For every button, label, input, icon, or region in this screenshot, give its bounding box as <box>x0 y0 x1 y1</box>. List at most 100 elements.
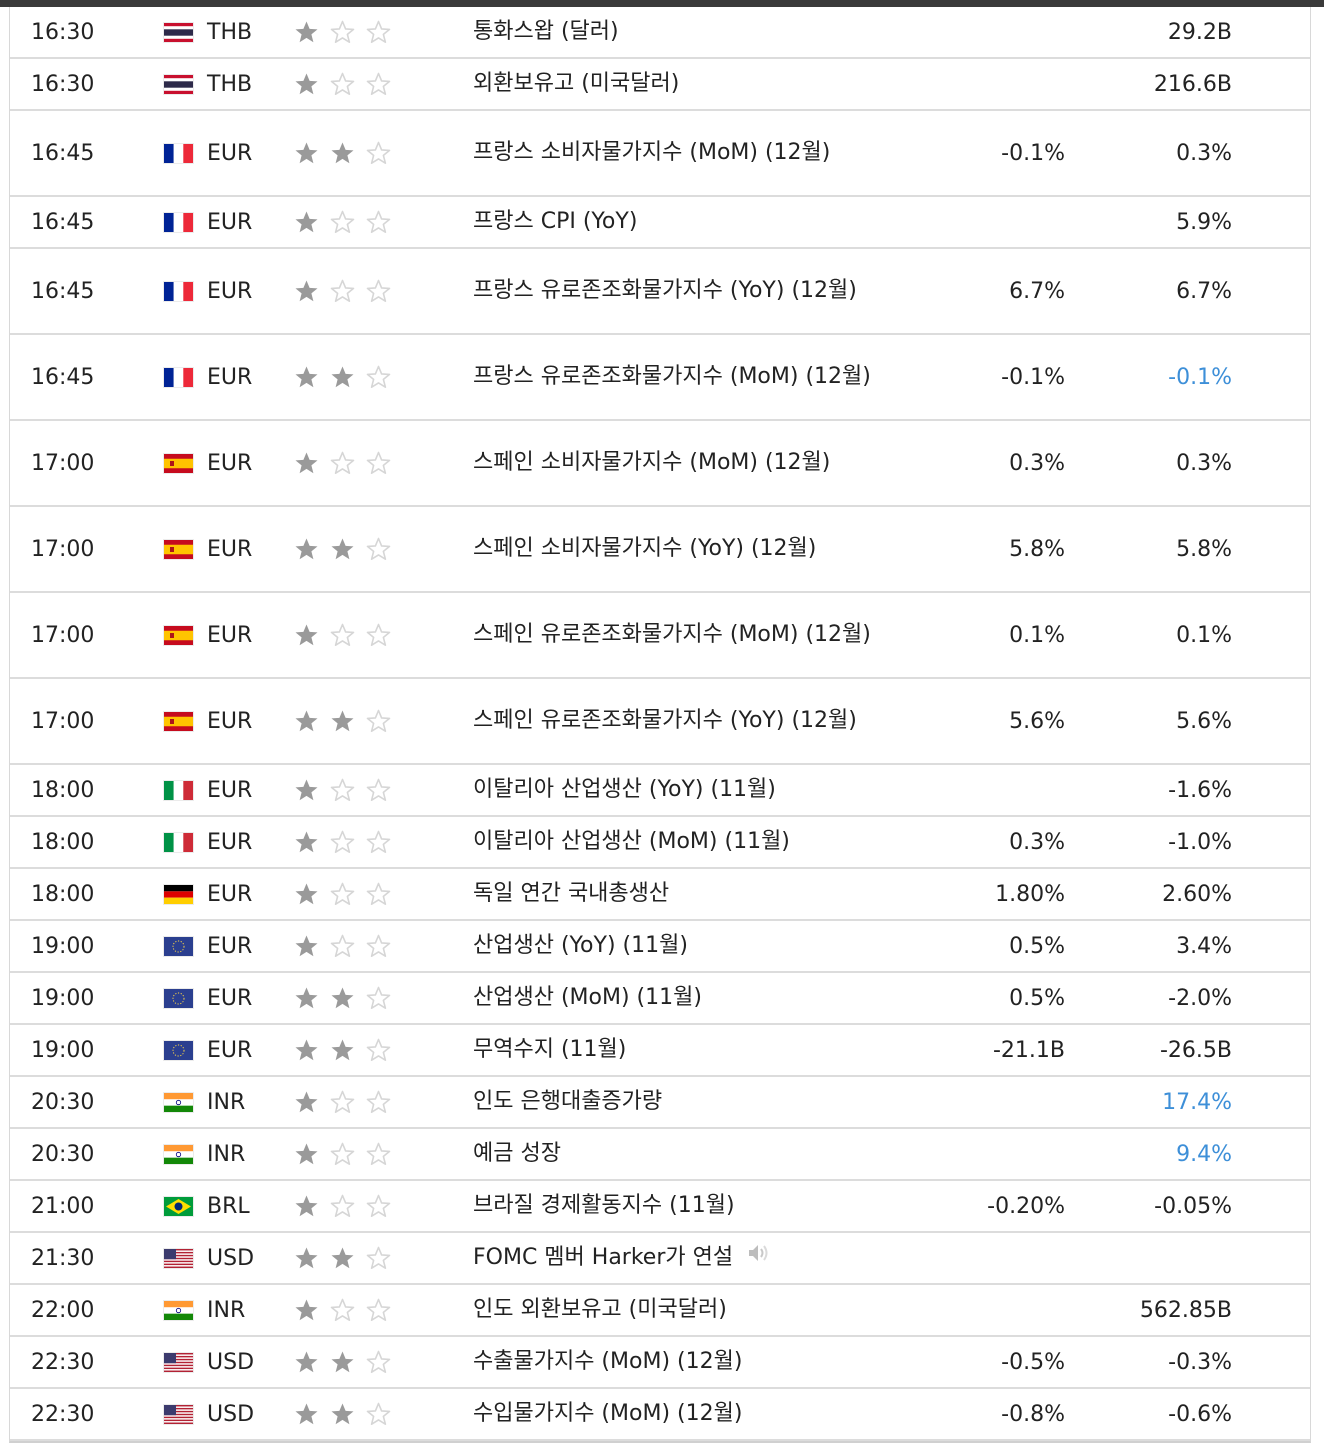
event-name[interactable]: 독일 연간 국내총생산 <box>473 869 943 919</box>
event-name-text[interactable]: 브라질 경제활동지수 (11월) <box>473 1193 735 1218</box>
forecast-value <box>910 1233 1065 1283</box>
event-name-text[interactable]: 스페인 유로존조화물가지수 (YoY) (12월) <box>473 708 857 733</box>
event-name-text[interactable]: 예금 성장 <box>473 1141 561 1166</box>
table-row[interactable]: 16:30 THB 통화스왑 (달러) 29.2B <box>10 7 1310 59</box>
importance-stars <box>294 249 391 333</box>
table-row[interactable]: 16:45 EUR 프랑스 CPI (YoY) 5.9% <box>10 197 1310 249</box>
table-row[interactable]: 17:00 EUR 스페인 소비자물가지수 (MoM) (12월) 0.3% 0… <box>10 421 1310 507</box>
event-time: 18:00 <box>31 777 95 803</box>
table-row[interactable]: 17:00 EUR 스페인 소비자물가지수 (YoY) (12월) 5.8% 5… <box>10 507 1310 593</box>
importance-stars <box>294 869 391 919</box>
event-name-text[interactable]: FOMC 멤버 Harker가 연설 <box>473 1245 734 1270</box>
event-name-text[interactable]: 프랑스 유로존조화물가지수 (MoM) (12월) <box>473 364 871 389</box>
table-row[interactable]: 22:30 USD 수출물가지수 (MoM) (12월) -0.5% -0.3% <box>10 1337 1310 1389</box>
table-row[interactable]: 19:00 EUR 무역수지 (11월) -21.1B -26.5B <box>10 1025 1310 1077</box>
event-name[interactable]: 무역수지 (11월) <box>473 1025 943 1075</box>
forecast-value: 0.3% <box>1009 450 1065 476</box>
event-name[interactable]: 산업생산 (MoM) (11월) <box>473 973 943 1023</box>
table-row[interactable]: 19:00 EUR 산업생산 (YoY) (11월) 0.5% 3.4% <box>10 921 1310 973</box>
star-empty-icon <box>330 72 355 96</box>
currency-code: THB <box>207 19 253 45</box>
country-flag-cell <box>164 421 193 505</box>
event-name-text[interactable]: 스페인 소비자물가지수 (MoM) (12월) <box>473 450 831 475</box>
event-name[interactable]: 스페인 소비자물가지수 (MoM) (12월) <box>473 421 943 505</box>
table-row[interactable]: 18:00 EUR 이탈리아 산업생산 (YoY) (11월) -1.6% <box>10 765 1310 817</box>
table-row[interactable]: 19:00 EUR 산업생산 (MoM) (11월) 0.5% -2.0% <box>10 973 1310 1025</box>
event-name-text[interactable]: 독일 연간 국내총생산 <box>473 881 670 906</box>
previous-value: 562.85B <box>1139 1297 1232 1323</box>
table-row[interactable]: 21:00 BRL 브라질 경제활동지수 (11월) -0.20% -0.05% <box>10 1181 1310 1233</box>
event-name[interactable]: 프랑스 유로존조화물가지수 (YoY) (12월) <box>473 249 943 333</box>
event-name[interactable]: 수입물가지수 (MoM) (12월) <box>473 1389 943 1439</box>
importance-stars <box>294 593 391 677</box>
event-name-text[interactable]: 수출물가지수 (MoM) (12월) <box>473 1349 743 1374</box>
us-flag-icon <box>164 1248 193 1268</box>
event-name[interactable]: 인도 외환보유고 (미국달러) <box>473 1285 943 1335</box>
event-name[interactable]: 인도 은행대출증가량 <box>473 1077 943 1127</box>
event-name[interactable]: FOMC 멤버 Harker가 연설 <box>473 1233 943 1283</box>
event-name[interactable]: 스페인 유로존조화물가지수 (MoM) (12월) <box>473 593 943 677</box>
event-name[interactable]: 외환보유고 (미국달러) <box>473 59 943 109</box>
table-row[interactable]: 18:00 EUR 독일 연간 국내총생산 1.80% 2.60% <box>10 869 1310 921</box>
event-name-text[interactable]: 수입물가지수 (MoM) (12월) <box>473 1401 743 1426</box>
forecast-value <box>910 1285 1065 1335</box>
event-name[interactable]: 프랑스 유로존조화물가지수 (MoM) (12월) <box>473 335 943 419</box>
forecast-value: -0.5% <box>1001 1349 1065 1375</box>
country-flag-cell <box>164 111 193 195</box>
table-row[interactable]: 16:45 EUR 프랑스 유로존조화물가지수 (YoY) (12월) 6.7%… <box>10 249 1310 335</box>
event-name-text[interactable]: 프랑스 유로존조화물가지수 (YoY) (12월) <box>473 278 857 303</box>
table-row[interactable]: 16:45 EUR 프랑스 유로존조화물가지수 (MoM) (12월) -0.1… <box>10 335 1310 421</box>
table-row[interactable]: 22:30 USD 수입물가지수 (MoM) (12월) -0.8% -0.6% <box>10 1389 1310 1441</box>
event-name[interactable]: 예금 성장 <box>473 1129 943 1179</box>
forecast-value <box>910 1129 1065 1179</box>
table-row[interactable]: 22:00 INR 인도 외환보유고 (미국달러) 562.85B <box>10 1285 1310 1337</box>
event-name-text[interactable]: 프랑스 CPI (YoY) <box>473 209 638 234</box>
forecast-value: 1.80% <box>995 881 1065 907</box>
currency-code: EUR <box>207 708 253 734</box>
event-time: 19:00 <box>31 985 95 1011</box>
importance-stars <box>294 1181 391 1231</box>
table-row[interactable]: 21:30 USD FOMC 멤버 Harker가 연설 <box>10 1233 1310 1285</box>
event-name[interactable]: 이탈리아 산업생산 (YoY) (11월) <box>473 765 943 815</box>
event-name-text[interactable]: 스페인 유로존조화물가지수 (MoM) (12월) <box>473 622 871 647</box>
country-flag-cell <box>164 593 193 677</box>
star-filled-icon <box>330 141 355 165</box>
event-name[interactable]: 산업생산 (YoY) (11월) <box>473 921 943 971</box>
table-row[interactable]: 18:00 EUR 이탈리아 산업생산 (MoM) (11월) 0.3% -1.… <box>10 817 1310 869</box>
event-name[interactable]: 이탈리아 산업생산 (MoM) (11월) <box>473 817 943 867</box>
forecast-value <box>910 59 1065 109</box>
event-time: 22:30 <box>31 1401 95 1427</box>
event-name[interactable]: 수출물가지수 (MoM) (12월) <box>473 1337 943 1387</box>
event-name-text[interactable]: 스페인 소비자물가지수 (YoY) (12월) <box>473 536 817 561</box>
table-row[interactable]: 20:30 INR 인도 은행대출증가량 17.4% <box>10 1077 1310 1129</box>
event-name-text[interactable]: 산업생산 (MoM) (11월) <box>473 985 702 1010</box>
previous-value: -0.6% <box>1168 1401 1232 1427</box>
event-name-text[interactable]: 이탈리아 산업생산 (MoM) (11월) <box>473 829 790 854</box>
event-name-text[interactable]: 통화스왑 (달러) <box>473 19 619 44</box>
event-time: 16:45 <box>31 278 95 304</box>
table-row[interactable]: 17:00 EUR 스페인 유로존조화물가지수 (YoY) (12월) 5.6%… <box>10 679 1310 765</box>
event-name[interactable]: 통화스왑 (달러) <box>473 7 943 57</box>
event-name-text[interactable]: 무역수지 (11월) <box>473 1037 627 1062</box>
event-name-text[interactable]: 이탈리아 산업생산 (YoY) (11월) <box>473 777 776 802</box>
table-row[interactable]: 20:30 INR 예금 성장 9.4% <box>10 1129 1310 1181</box>
importance-stars <box>294 59 391 109</box>
star-empty-icon <box>330 934 355 958</box>
event-name[interactable]: 스페인 유로존조화물가지수 (YoY) (12월) <box>473 679 943 763</box>
event-name-text[interactable]: 프랑스 소비자물가지수 (MoM) (12월) <box>473 140 831 165</box>
event-name-text[interactable]: 인도 은행대출증가량 <box>473 1089 663 1114</box>
event-name-text[interactable]: 인도 외환보유고 (미국달러) <box>473 1297 727 1322</box>
event-name-text[interactable]: 외환보유고 (미국달러) <box>473 71 680 96</box>
table-row[interactable]: 16:45 EUR 프랑스 소비자물가지수 (MoM) (12월) -0.1% … <box>10 111 1310 197</box>
event-name[interactable]: 프랑스 CPI (YoY) <box>473 197 943 247</box>
speaker-icon <box>747 1239 773 1277</box>
currency-code: EUR <box>207 450 253 476</box>
event-name[interactable]: 브라질 경제활동지수 (11월) <box>473 1181 943 1231</box>
event-time: 16:45 <box>31 364 95 390</box>
star-empty-icon <box>366 1402 391 1426</box>
event-name-text[interactable]: 산업생산 (YoY) (11월) <box>473 933 688 958</box>
table-row[interactable]: 17:00 EUR 스페인 유로존조화물가지수 (MoM) (12월) 0.1%… <box>10 593 1310 679</box>
event-name[interactable]: 스페인 소비자물가지수 (YoY) (12월) <box>473 507 943 591</box>
event-name[interactable]: 프랑스 소비자물가지수 (MoM) (12월) <box>473 111 943 195</box>
table-row[interactable]: 16:30 THB 외환보유고 (미국달러) 216.6B <box>10 59 1310 111</box>
